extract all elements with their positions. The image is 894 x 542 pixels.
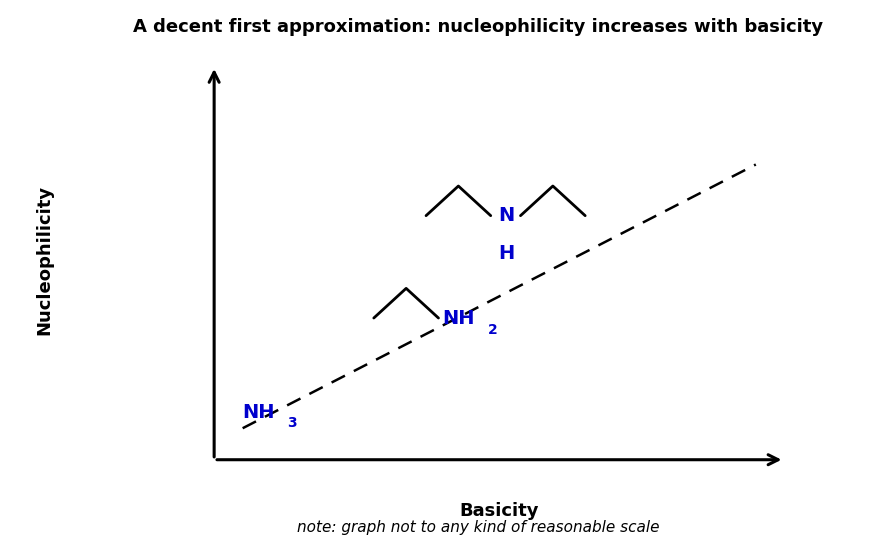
Text: 3: 3 [287, 416, 297, 430]
Text: N: N [498, 206, 514, 225]
Text: A decent first approximation: nucleophilicity increases with basicity: A decent first approximation: nucleophil… [133, 17, 823, 36]
Text: H: H [498, 244, 514, 263]
Text: Basicity: Basicity [460, 502, 539, 520]
Text: NH: NH [242, 403, 275, 422]
Text: Nucleophilicity: Nucleophilicity [35, 185, 53, 335]
Text: 2: 2 [488, 323, 498, 337]
Text: NH: NH [442, 308, 475, 327]
Text: note: graph not to any kind of reasonable scale: note: graph not to any kind of reasonabl… [297, 520, 659, 535]
